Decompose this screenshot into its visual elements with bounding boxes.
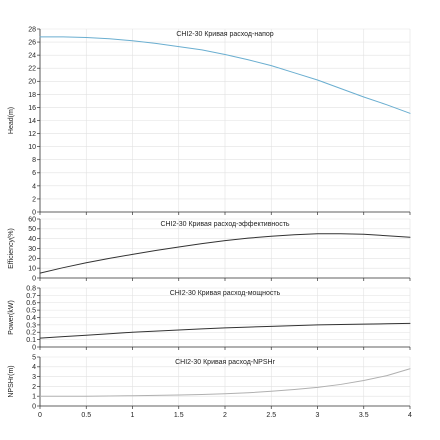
npshr-xtick-label: 2	[223, 412, 227, 419]
efficiency-ytick-label: 50	[28, 226, 36, 233]
head-ytick-label: 28	[28, 26, 36, 33]
power-ytick-label: 0.7	[26, 293, 36, 300]
power-panel: 00.10.20.30.40.50.60.70.8 Power(kW) CHI2-3…	[8, 285, 411, 351]
npshr-xtick-label: 4	[408, 412, 412, 419]
efficiency-ytick-label: 20	[28, 256, 36, 263]
power-ytick-label: 0.3	[26, 322, 36, 329]
npshr-ytick-label: 2	[32, 384, 36, 391]
head-ytick-label: 26	[28, 39, 36, 46]
efficiency-ytick-label: 0	[32, 275, 36, 282]
efficiency-curve-line	[39, 233, 411, 274]
power-y-axis-title: Power(kW)	[8, 300, 15, 335]
head-ytick-label: 16	[28, 105, 36, 112]
head-ytick-label: 4	[32, 183, 36, 190]
power-chart-title: CHI2-30 Кривая расход-мощность	[170, 290, 281, 297]
efficiency-ytick-label: 10	[28, 266, 36, 273]
npshr-ytick-label: 4	[32, 364, 36, 371]
npshr-chart-title: CHI2-30 Кривая расход-NPSHr	[175, 359, 275, 366]
npshr-ytick-label: 5	[32, 354, 36, 361]
head-ytick-label: 22	[28, 66, 36, 73]
head-ytick-label: 8	[32, 157, 36, 164]
power-ytick-label: 0.6	[26, 300, 36, 307]
head-y-axis-title: Head(m)	[8, 107, 15, 134]
head-ytick-label: 2	[32, 196, 36, 203]
npshr-xtick-label: 3.5	[359, 412, 369, 419]
head-panel: 0246810121416182022242628Head(m)CHI2-30 …	[8, 26, 411, 216]
efficiency-ytick-label: 60	[28, 216, 36, 223]
power-curve-line	[39, 322, 411, 339]
npshr-panel: 0 1 2 3 4 5 0 0.5 1 1.5 2 2.5 3 3.5 4 NPSHr(m) CHI2-30 К…	[8, 354, 412, 419]
power-ytick-label: 0.8	[26, 285, 36, 292]
head-ytick-label: 24	[28, 53, 36, 60]
npshr-xtick-label: 1.5	[174, 412, 184, 419]
head-ytick-label: 10	[28, 144, 36, 151]
power-ytick-label: 0.4	[26, 315, 36, 322]
head-ytick-label: 0	[32, 209, 36, 216]
npshr-xtick-label: 2.5	[266, 412, 276, 419]
power-ytick-label: 0.5	[26, 308, 36, 315]
head-ytick-label: 14	[28, 118, 36, 125]
npshr-xtick-label: 3	[316, 412, 320, 419]
efficiency-ytick-label: 40	[28, 236, 36, 243]
efficiency-panel: 0 10 20 30 40 50 60 Efficiency(%) CHI2-30 Кривая…	[8, 216, 411, 282]
power-ytick-label: 0	[32, 344, 36, 351]
efficiency-ytick-label: 30	[28, 246, 36, 253]
npshr-ytick-label: 0	[32, 403, 36, 410]
npshr-xtick-label: 0.5	[81, 412, 91, 419]
npshr-curve-line	[39, 368, 411, 397]
head-curve-line	[39, 36, 411, 114]
npshr-ytick-label: 3	[32, 374, 36, 381]
power-ytick-label: 0.2	[26, 330, 36, 337]
npshr-y-axis-title: NPSHr(m)	[8, 365, 15, 397]
head-chart-title: CHI2-30 Кривая расход-напор	[176, 31, 273, 38]
efficiency-y-axis-title: Efficiency(%)	[8, 228, 15, 269]
npshr-ytick-label: 1	[32, 394, 36, 401]
head-ytick-label: 6	[32, 170, 36, 177]
efficiency-chart-title: CHI2-30 Кривая расход-эффективность	[160, 221, 289, 228]
power-ytick-label: 0.1	[26, 337, 36, 344]
head-ytick-label: 20	[28, 79, 36, 86]
head-ytick-label: 18	[28, 92, 36, 99]
head-ytick-label: 12	[28, 131, 36, 138]
npshr-xtick-label: 0	[38, 412, 42, 419]
npshr-xtick-label: 1	[131, 412, 135, 419]
